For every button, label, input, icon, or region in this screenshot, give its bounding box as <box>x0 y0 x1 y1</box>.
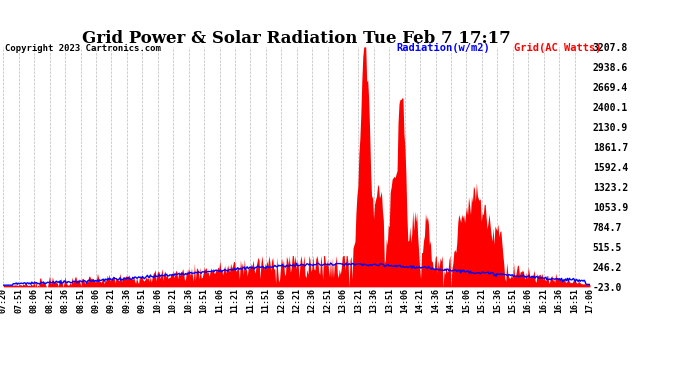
Title: Grid Power & Solar Radiation Tue Feb 7 17:17: Grid Power & Solar Radiation Tue Feb 7 1… <box>82 30 511 47</box>
Text: Radiation(w/m2): Radiation(w/m2) <box>397 43 491 52</box>
Text: Grid(AC Watts): Grid(AC Watts) <box>514 43 602 52</box>
Text: Copyright 2023 Cartronics.com: Copyright 2023 Cartronics.com <box>5 44 161 52</box>
